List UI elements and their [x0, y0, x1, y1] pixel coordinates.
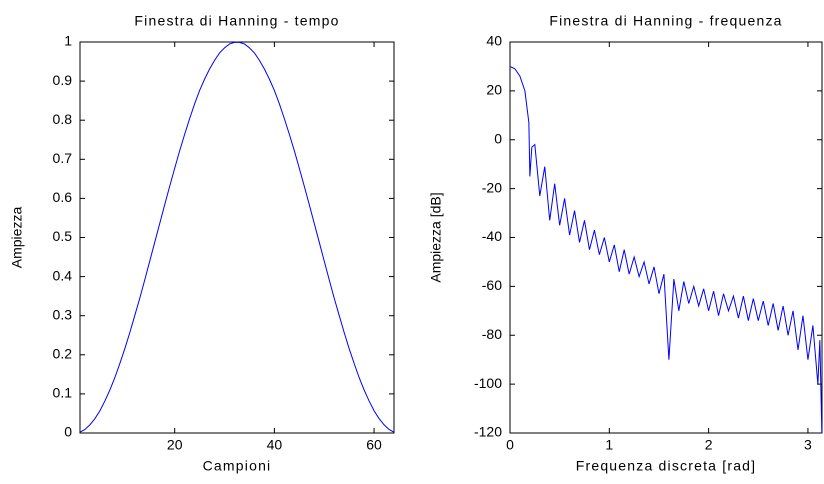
plot-area [79, 41, 395, 434]
y-tick-label: 0.3 [53, 306, 73, 322]
y-tick-label: -60 [482, 277, 502, 293]
data-line [509, 65, 823, 434]
y-tick-label: 0.8 [53, 111, 73, 127]
y-tick-label: 0.4 [53, 267, 73, 283]
y-tick-label: -40 [482, 228, 502, 244]
x-tick-label: 60 [366, 437, 382, 453]
plot-area [509, 41, 823, 434]
y-tick-label: 20 [486, 82, 502, 98]
y-tick-label: -100 [474, 375, 502, 391]
y-tick-label: -120 [474, 424, 502, 440]
x-tick-label: 3 [804, 437, 812, 453]
x-tick-label: 0 [506, 437, 514, 453]
x-axis-label: Frequenza discreta [rad] [576, 458, 757, 474]
y-tick-label: -80 [482, 326, 502, 342]
data-line [79, 41, 395, 433]
y-tick-label: 0.9 [53, 72, 73, 88]
y-tick-label: 0.7 [53, 150, 73, 166]
y-tick-label: 0.6 [53, 189, 73, 205]
chart-title: Finestra di Hanning - tempo [134, 13, 339, 29]
y-tick-label: 40 [486, 33, 502, 49]
y-tick-label: 0.2 [53, 346, 73, 362]
x-tick-label: 2 [705, 437, 713, 453]
x-tick-label: 1 [605, 437, 613, 453]
chart-title: Finestra di Hanning - frequenza [549, 13, 782, 29]
x-axis-label: Campioni [203, 458, 272, 474]
y-tick-label: 0 [64, 424, 72, 440]
x-tick-label: 20 [167, 437, 183, 453]
y-tick-label: -20 [482, 179, 502, 195]
y-tick-label: 0.5 [53, 228, 73, 244]
y-axis-label: Ampiezza [dB] [428, 192, 444, 282]
y-tick-label: 1 [64, 33, 72, 49]
y-axis-label: Ampiezza [9, 207, 25, 269]
y-tick-label: 0.1 [53, 385, 73, 401]
x-tick-label: 40 [267, 437, 283, 453]
y-tick-label: 0 [494, 130, 502, 146]
